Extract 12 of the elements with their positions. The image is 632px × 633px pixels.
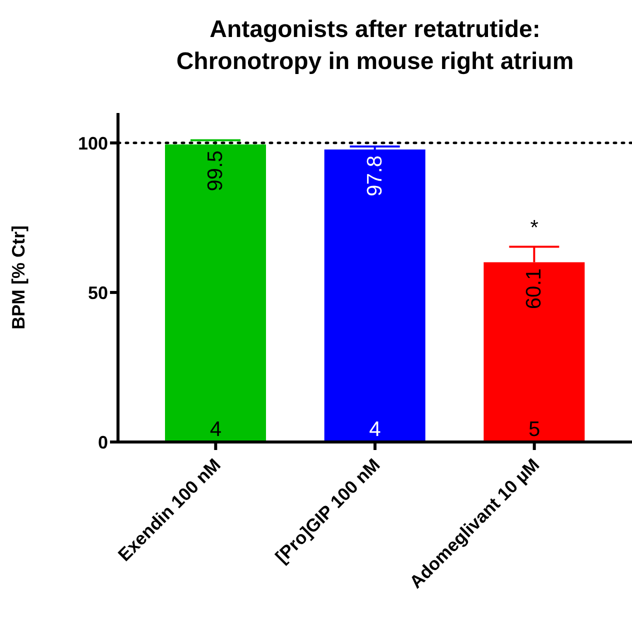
data-label: 99.5 (204, 150, 227, 192)
data-label: 60.1 (522, 268, 546, 310)
y-axis-title: BPM [% Ctr] (8, 226, 28, 330)
annotation: 5 (528, 418, 540, 441)
y-tick-label: 50 (88, 282, 108, 303)
y-tick-label: 100 (78, 133, 108, 154)
data-label: 97.8 (363, 155, 386, 196)
chart-title: Antagonists after retatrutide: Chronotropy in mouse right atrium (175, 15, 575, 77)
annotation: 4 (210, 418, 222, 441)
annotation: 4 (369, 418, 382, 441)
y-tick-label: 0 (98, 432, 108, 452)
annotation: * (530, 216, 538, 240)
